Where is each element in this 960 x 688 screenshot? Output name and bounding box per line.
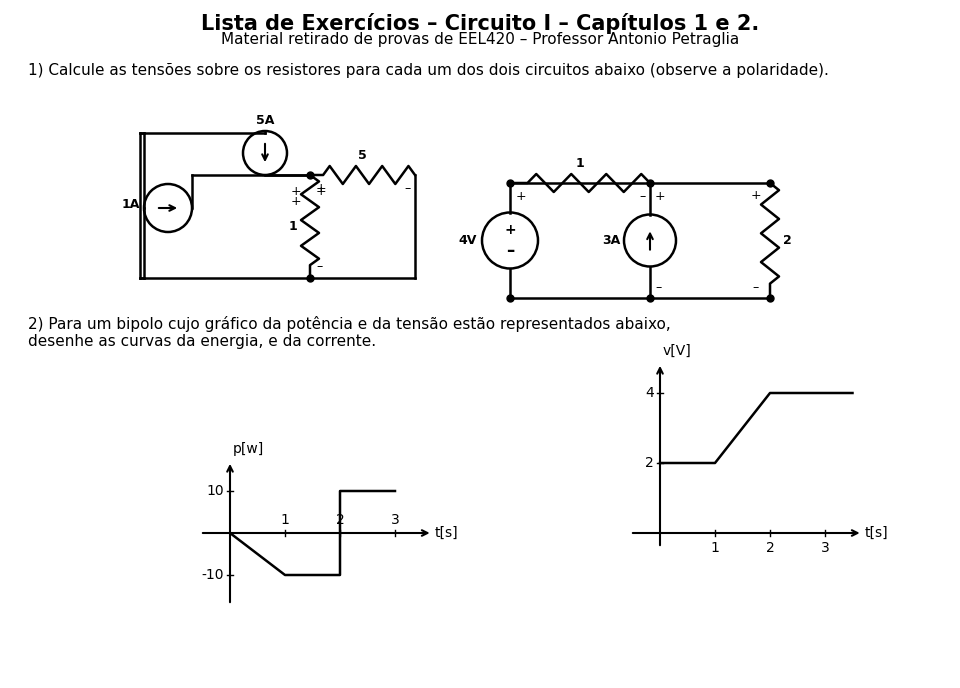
Text: 3: 3 <box>821 541 829 555</box>
Text: 1: 1 <box>280 513 289 527</box>
Text: desenhe as curvas da energia, e da corrente.: desenhe as curvas da energia, e da corre… <box>28 334 376 349</box>
Text: –: – <box>655 281 661 294</box>
Text: 4V: 4V <box>459 234 477 247</box>
Text: –: – <box>753 281 759 294</box>
Text: 3A: 3A <box>602 234 620 247</box>
Text: +: + <box>316 185 326 198</box>
Text: –: – <box>405 182 411 195</box>
Text: 2: 2 <box>783 234 792 247</box>
Text: –: – <box>316 260 323 273</box>
Text: p[w]: p[w] <box>233 442 264 456</box>
Text: +: + <box>291 195 301 208</box>
Text: 1) Calcule as tensões sobre os resistores para cada um dos dois circuitos abaixo: 1) Calcule as tensões sobre os resistore… <box>28 63 828 78</box>
Text: 3: 3 <box>391 513 399 527</box>
Text: 1A: 1A <box>122 197 140 211</box>
Text: -10: -10 <box>202 568 224 582</box>
Text: 1: 1 <box>710 541 719 555</box>
Text: 1: 1 <box>576 157 585 170</box>
Text: 4: 4 <box>645 386 654 400</box>
Text: +: + <box>751 189 761 202</box>
Text: Material retirado de provas de EEL420 – Professor Antonio Petraglia: Material retirado de provas de EEL420 – … <box>221 32 739 47</box>
Text: 2: 2 <box>645 456 654 470</box>
Text: 5A: 5A <box>255 114 275 127</box>
Text: 2: 2 <box>336 513 345 527</box>
Text: +: + <box>291 185 301 198</box>
Text: +: + <box>655 190 665 203</box>
Text: –: – <box>506 242 515 260</box>
Text: 5: 5 <box>358 149 367 162</box>
Text: +: + <box>316 182 326 195</box>
Text: t[s]: t[s] <box>865 526 888 540</box>
Text: 2) Para um bipolo cujo gráfico da potência e da tensão estão representados abaix: 2) Para um bipolo cujo gráfico da potênc… <box>28 316 671 332</box>
Text: Lista de Exercícios – Circuito I – Capítulos 1 e 2.: Lista de Exercícios – Circuito I – Capít… <box>201 13 759 34</box>
Text: +: + <box>504 223 516 237</box>
Text: 10: 10 <box>206 484 224 498</box>
Text: t[s]: t[s] <box>435 526 458 540</box>
Text: +: + <box>516 190 527 203</box>
Text: v[V]: v[V] <box>663 344 692 358</box>
Text: –: – <box>639 190 646 203</box>
Text: 1: 1 <box>288 220 297 233</box>
Text: 2: 2 <box>766 541 775 555</box>
